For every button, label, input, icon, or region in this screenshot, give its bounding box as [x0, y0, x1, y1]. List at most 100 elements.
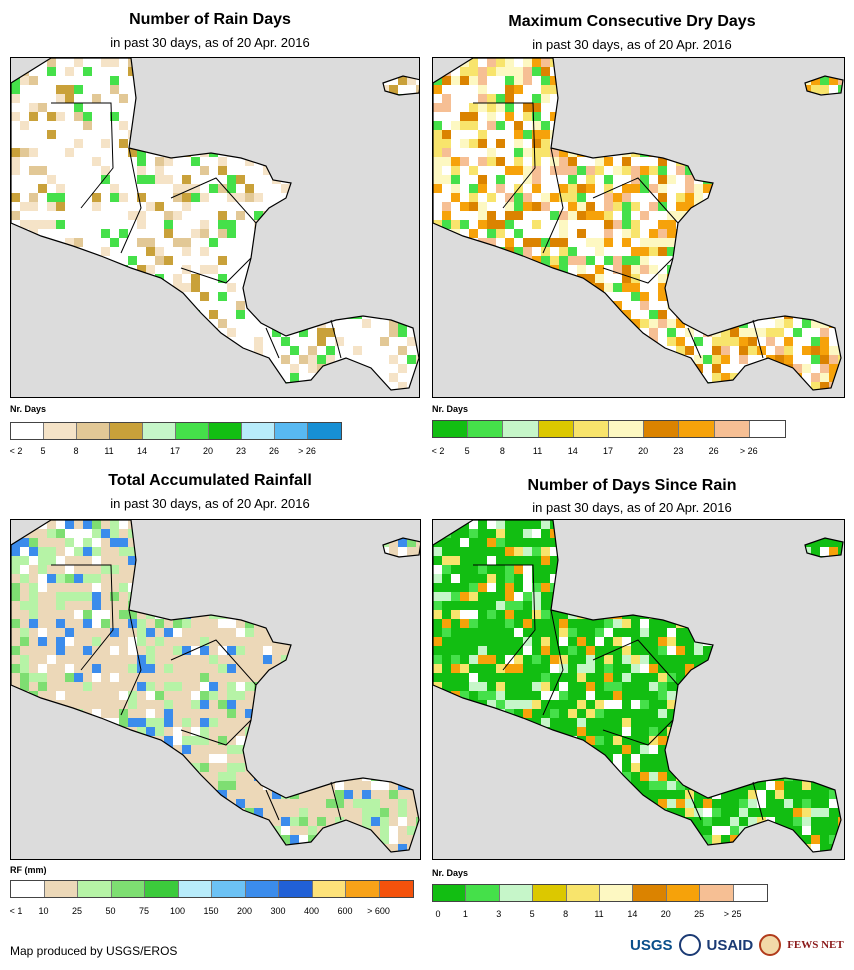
raster-cell	[784, 121, 793, 130]
raster-cell	[577, 637, 586, 646]
raster-cell	[667, 175, 676, 184]
raster-cell	[793, 202, 802, 211]
raster-cell	[730, 601, 739, 610]
raster-cell	[811, 283, 820, 292]
raster-cell	[667, 601, 676, 610]
raster-cell	[416, 148, 419, 157]
raster-cell	[460, 220, 469, 229]
raster-cell	[811, 355, 820, 364]
raster-cell	[451, 574, 460, 583]
raster-cell	[577, 202, 586, 211]
raster-cell	[433, 727, 442, 736]
raster-cell	[505, 391, 514, 397]
raster-cell	[344, 148, 353, 157]
raster-cell	[811, 835, 820, 844]
raster-cell	[137, 220, 146, 229]
raster-cell	[200, 148, 209, 157]
raster-cell	[227, 709, 236, 718]
raster-cell	[433, 547, 442, 556]
raster-cell	[299, 529, 308, 538]
raster-cell	[667, 238, 676, 247]
raster-cell	[784, 175, 793, 184]
raster-cell	[137, 121, 146, 130]
raster-cell	[245, 193, 254, 202]
raster-cell	[236, 601, 245, 610]
raster-cell	[658, 799, 667, 808]
raster-cell	[308, 592, 317, 601]
raster-cell	[92, 556, 101, 565]
raster-cell	[721, 610, 730, 619]
raster-cell	[694, 337, 703, 346]
raster-cell	[559, 319, 568, 328]
raster-cell	[622, 166, 631, 175]
raster-cell	[128, 646, 137, 655]
raster-cell	[775, 319, 784, 328]
raster-cell	[541, 256, 550, 265]
raster-cell	[74, 310, 83, 319]
raster-cell	[362, 844, 371, 852]
raster-cell	[802, 67, 811, 76]
raster-cell	[550, 547, 559, 556]
raster-cell	[559, 808, 568, 817]
raster-cell	[442, 628, 451, 637]
raster-cell	[451, 790, 460, 799]
raster-cell	[694, 130, 703, 139]
raster-cell	[290, 148, 299, 157]
raster-cell	[784, 283, 793, 292]
raster-cell	[514, 283, 523, 292]
raster-cell	[676, 763, 685, 772]
raster-cell	[604, 310, 613, 319]
raster-cell	[380, 709, 389, 718]
raster-cell	[802, 247, 811, 256]
raster-cell	[523, 301, 532, 310]
raster-cell	[487, 835, 496, 844]
raster-cell	[227, 175, 236, 184]
raster-cell	[398, 364, 407, 373]
raster-cell	[344, 601, 353, 610]
country-border	[752, 781, 764, 821]
raster-cell	[227, 772, 236, 781]
raster-cell	[478, 85, 487, 94]
raster-cell	[263, 547, 272, 556]
raster-cell	[667, 85, 676, 94]
raster-cell	[568, 364, 577, 373]
raster-cell	[407, 592, 416, 601]
country-border	[542, 609, 564, 716]
raster-cell	[676, 256, 685, 265]
raster-cell	[784, 247, 793, 256]
raster-cell	[838, 211, 843, 220]
raster-cell	[829, 772, 838, 781]
raster-cell	[218, 391, 227, 397]
raster-cell	[236, 193, 245, 202]
raster-cell	[47, 574, 56, 583]
raster-cell	[757, 175, 766, 184]
raster-cell	[649, 310, 658, 319]
raster-cell	[272, 94, 281, 103]
raster-cell	[766, 166, 775, 175]
raster-cell	[92, 709, 101, 718]
raster-cell	[344, 94, 353, 103]
raster-cell	[802, 817, 811, 826]
raster-cell	[613, 121, 622, 130]
raster-cell	[200, 574, 209, 583]
raster-cell	[766, 835, 775, 844]
country-border	[330, 781, 342, 821]
raster-cell	[721, 328, 730, 337]
raster-cell	[739, 646, 748, 655]
raster-cell	[200, 637, 209, 646]
raster-cell	[730, 283, 739, 292]
raster-cell	[20, 556, 29, 565]
legend-label: < 1	[9, 906, 23, 916]
raster-cell	[595, 157, 604, 166]
raster-cell	[146, 601, 155, 610]
raster-cell	[398, 682, 407, 691]
raster-cell	[344, 247, 353, 256]
raster-cell	[604, 157, 613, 166]
raster-cell	[173, 682, 182, 691]
legend-swatch	[379, 881, 413, 897]
raster-cell	[326, 301, 335, 310]
raster-cell	[137, 718, 146, 727]
legend-swatch	[11, 423, 44, 439]
raster-cell	[712, 58, 721, 67]
raster-cell	[47, 772, 56, 781]
